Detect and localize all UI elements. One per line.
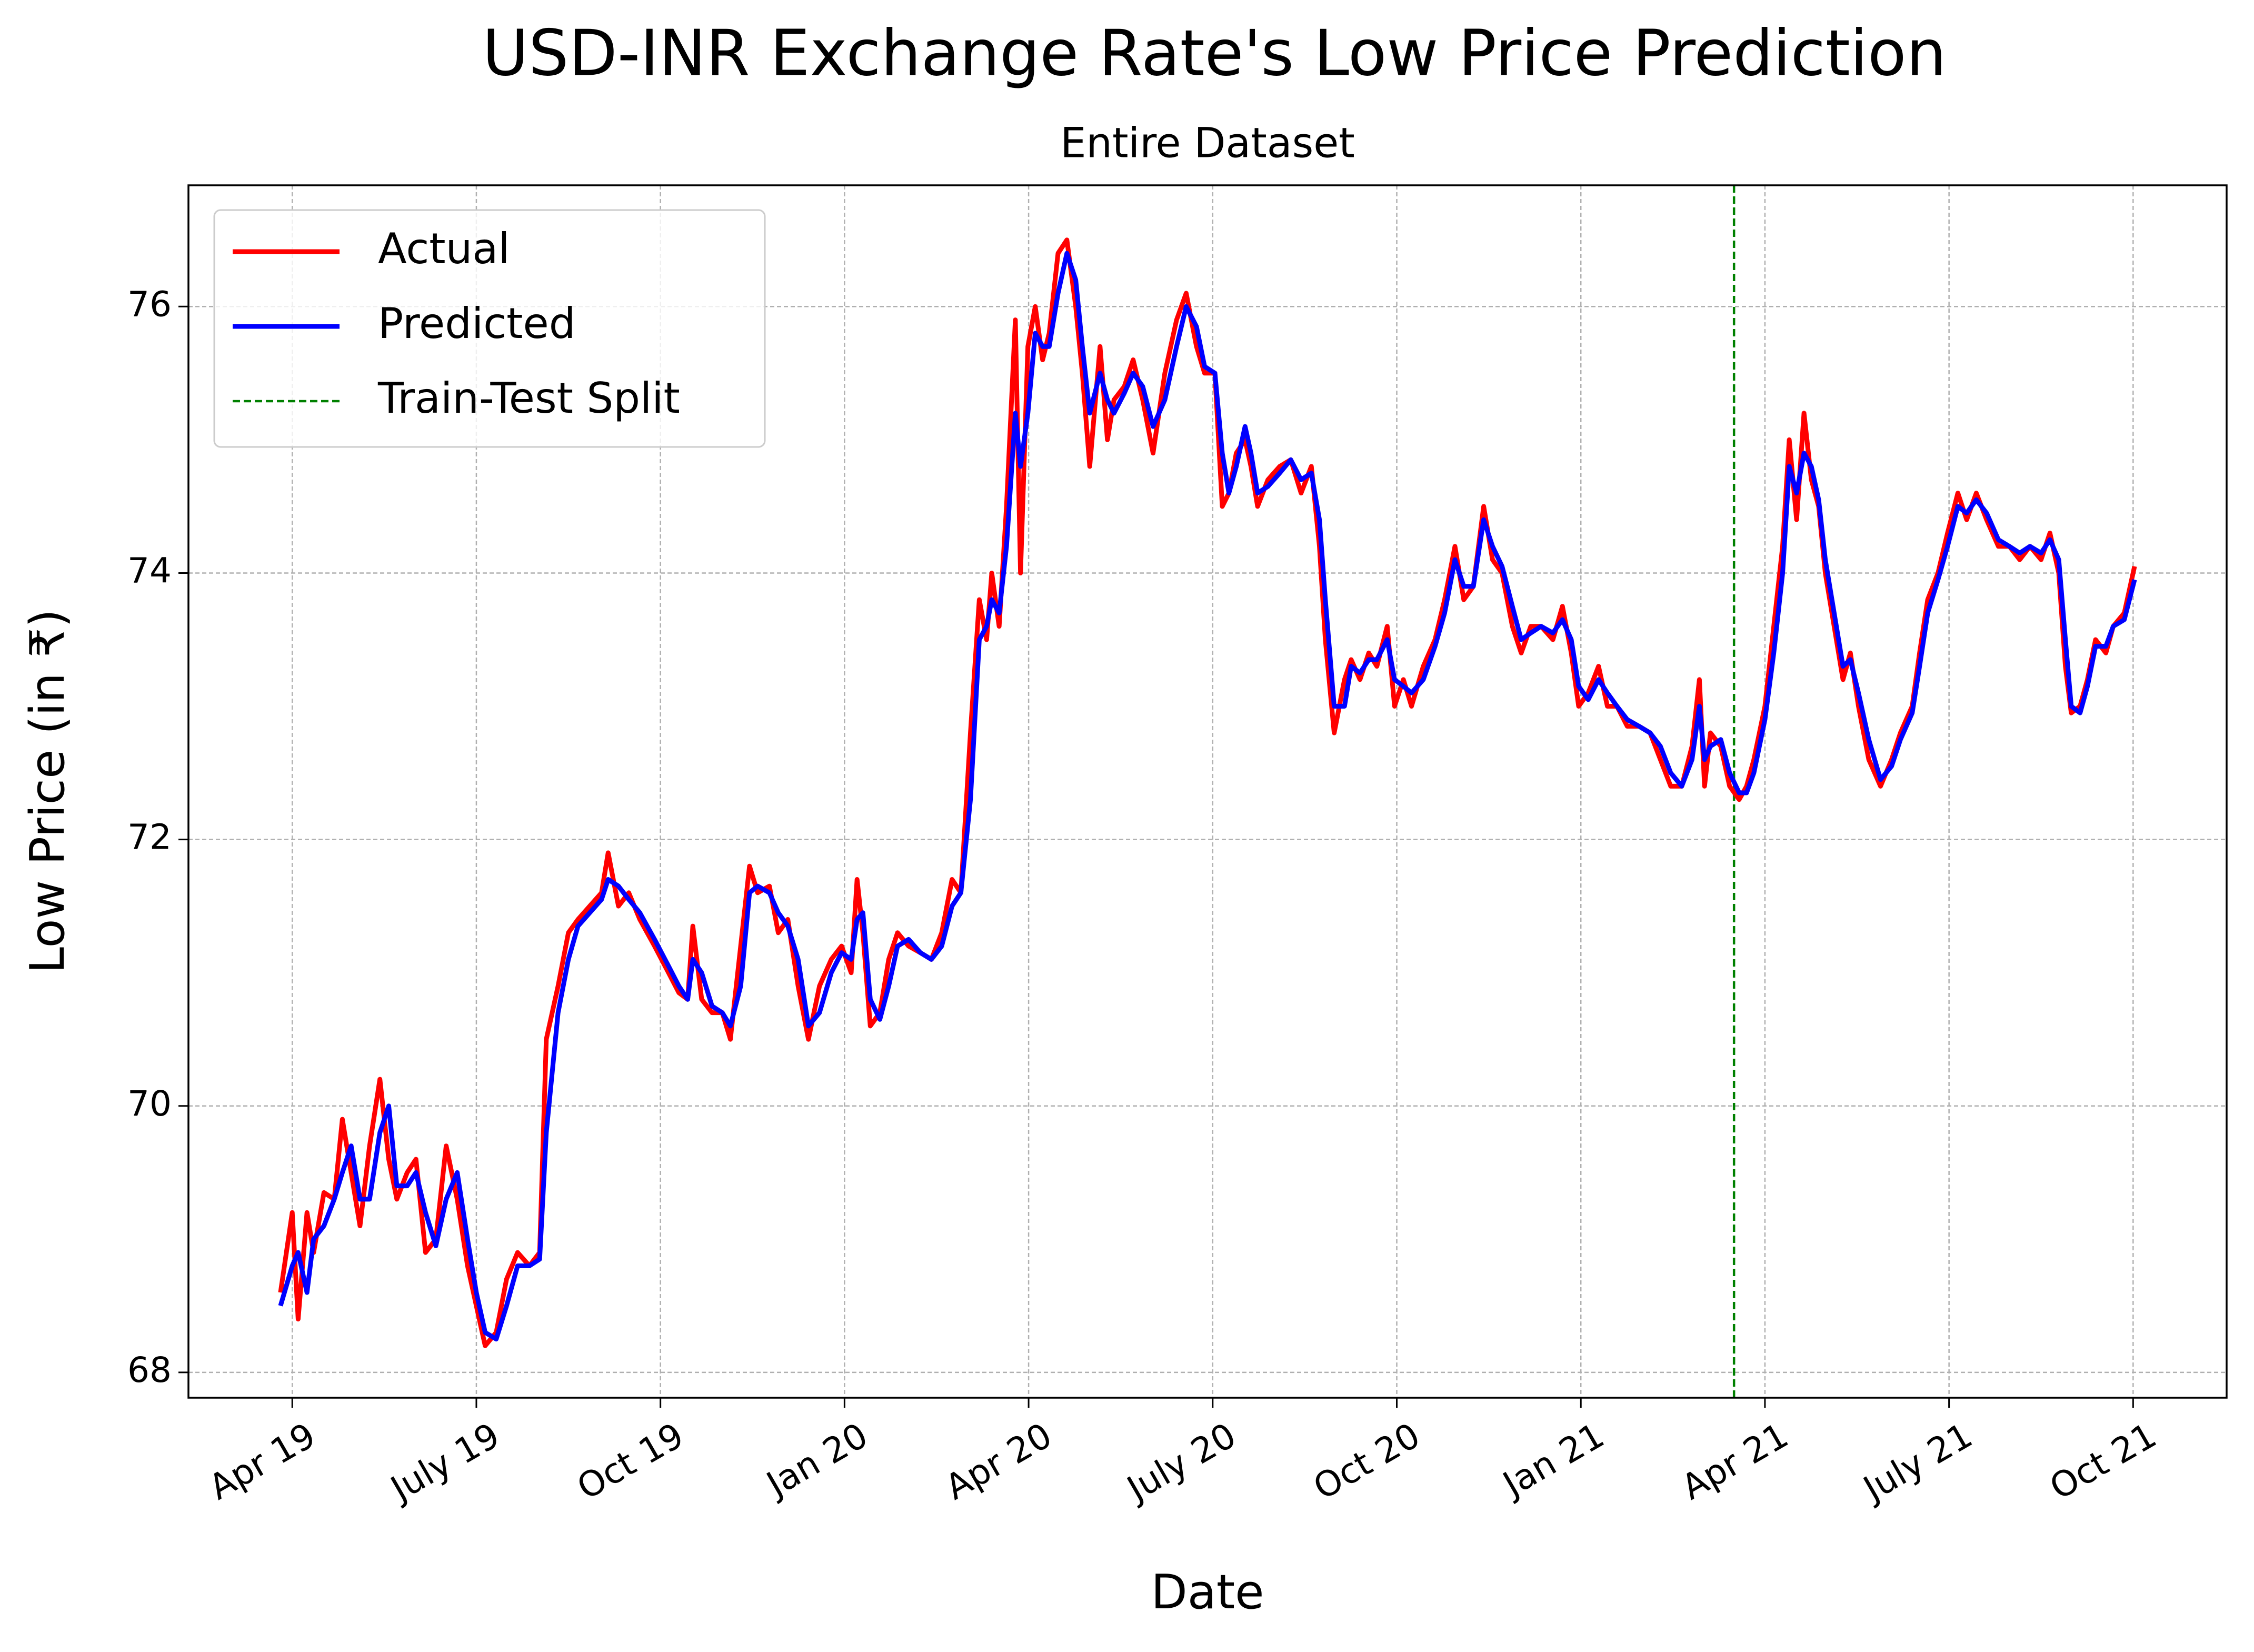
legend-label: Actual [378, 224, 510, 273]
x-tick-label: Oct 19 [570, 1415, 690, 1508]
x-tick-label: July 20 [1119, 1415, 1243, 1510]
series-line [278, 251, 2137, 1342]
x-tick-label: Oct 21 [2043, 1415, 2163, 1508]
x-tick-label: Apr 21 [1675, 1415, 1795, 1508]
x-axis-label: Date [1151, 1565, 1264, 1620]
legend-label: Train-Test Split [377, 374, 680, 423]
x-tick-label: Oct 20 [1306, 1415, 1427, 1508]
legend: Actual Predicted Train-Test Split [213, 209, 766, 448]
chart-title: USD-INR Exchange Rate's Low Price Predic… [482, 17, 1946, 91]
y-axis-label: Low Price (in ₹) [20, 609, 75, 973]
legend-label: Predicted [378, 299, 576, 348]
y-tick-label: 76 [127, 284, 172, 324]
y-tick-label: 70 [127, 1083, 172, 1124]
chart-subtitle: Entire Dataset [1060, 120, 1355, 167]
plot-frame [187, 184, 2228, 1399]
x-tick-label: July 21 [1855, 1415, 1979, 1510]
y-tick-label: 72 [127, 817, 172, 858]
y-tick-label: 68 [127, 1350, 172, 1390]
x-tick-label: Jan 20 [758, 1415, 874, 1506]
x-tick-label: Jan 21 [1494, 1415, 1611, 1506]
y-tick-label: 74 [127, 551, 172, 591]
x-tick-label: July 19 [382, 1415, 506, 1510]
legend-box [213, 209, 766, 448]
x-tick-label: Apr 20 [939, 1415, 1059, 1508]
x-tick-label: Apr 19 [202, 1415, 322, 1508]
